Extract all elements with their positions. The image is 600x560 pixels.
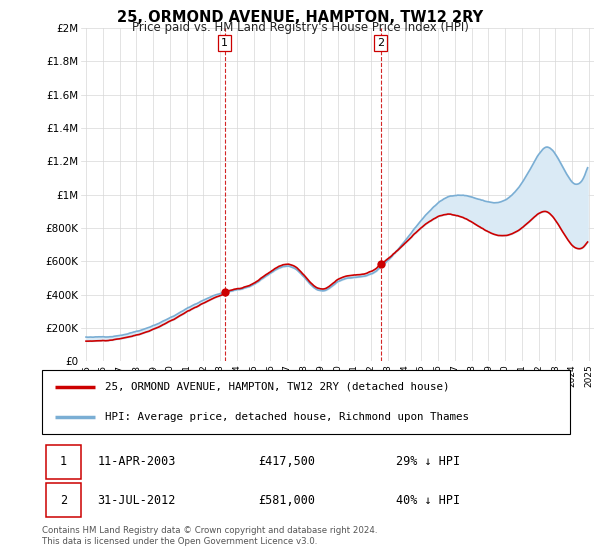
- Text: Contains HM Land Registry data © Crown copyright and database right 2024.
This d: Contains HM Land Registry data © Crown c…: [42, 526, 377, 546]
- Text: 31-JUL-2012: 31-JUL-2012: [97, 493, 176, 507]
- Text: 25, ORMOND AVENUE, HAMPTON, TW12 2RY (detached house): 25, ORMOND AVENUE, HAMPTON, TW12 2RY (de…: [106, 382, 450, 392]
- Text: 1: 1: [60, 455, 67, 468]
- Text: £417,500: £417,500: [259, 455, 316, 468]
- Bar: [46, 483, 80, 517]
- Bar: [46, 445, 80, 479]
- Text: 40% ↓ HPI: 40% ↓ HPI: [396, 493, 460, 507]
- Text: 2: 2: [60, 493, 67, 507]
- Text: £581,000: £581,000: [259, 493, 316, 507]
- Text: Price paid vs. HM Land Registry's House Price Index (HPI): Price paid vs. HM Land Registry's House …: [131, 21, 469, 34]
- Text: 29% ↓ HPI: 29% ↓ HPI: [396, 455, 460, 468]
- Text: HPI: Average price, detached house, Richmond upon Thames: HPI: Average price, detached house, Rich…: [106, 412, 469, 422]
- Text: 2: 2: [377, 38, 385, 48]
- Text: 25, ORMOND AVENUE, HAMPTON, TW12 2RY: 25, ORMOND AVENUE, HAMPTON, TW12 2RY: [117, 10, 483, 25]
- Text: 11-APR-2003: 11-APR-2003: [97, 455, 176, 468]
- Text: 1: 1: [221, 38, 228, 48]
